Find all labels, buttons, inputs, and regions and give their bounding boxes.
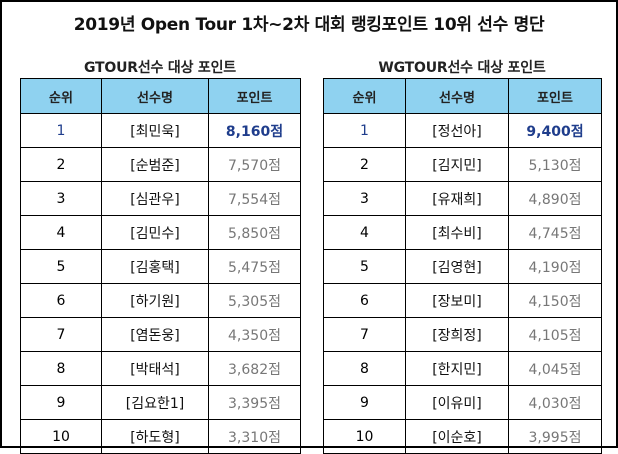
player-name-cell: [하도형] [101, 419, 209, 454]
table-row: 3 [유재희] 4,890점 [323, 181, 602, 216]
header-points: 포인트 [508, 78, 602, 114]
player-name-cell: [염돈웅] [101, 317, 209, 352]
player-name-cell: [이유미] [405, 385, 509, 420]
table-row: 10 [이순호] 3,995점 [323, 419, 602, 454]
table-row: 2 [김지민] 5,130점 [323, 147, 602, 182]
rank-cell: 5 [323, 249, 406, 284]
player-name-cell: [장보미] [405, 283, 509, 318]
points-cell: 7,554점 [208, 181, 301, 216]
points-cell: 8,160점 [208, 113, 301, 148]
rank-cell: 6 [323, 283, 406, 318]
player-name-cell: [최수비] [405, 215, 509, 250]
rank-cell: 9 [323, 385, 406, 420]
rank-cell: 10 [20, 419, 102, 454]
points-cell: 5,475점 [208, 249, 301, 284]
header-rank: 순위 [323, 78, 406, 114]
player-name-cell: [최민욱] [101, 113, 209, 148]
player-name-cell: [장희정] [405, 317, 509, 352]
wgtour-subtitle: WGTOUR선수 대상 포인트 [378, 60, 546, 76]
rank-cell: 10 [323, 419, 406, 454]
rank-cell: 7 [20, 317, 102, 352]
player-name-cell: [정선아] [405, 113, 509, 148]
player-name-cell: [한지민] [405, 351, 509, 386]
points-cell: 9,400점 [508, 113, 602, 148]
table-row: 7 [염돈웅] 4,350점 [20, 317, 301, 352]
wgtour-ranking-table: 순위 선수명 포인트 1 [정선아] 9,400점 2 [김지민] 5,130점 3 [유재희… [323, 78, 602, 454]
points-cell: 5,850점 [208, 215, 301, 250]
points-cell: 3,310점 [208, 419, 301, 454]
header-player-name: 선수명 [101, 78, 209, 114]
rank-cell: 4 [20, 215, 102, 250]
page-title: 2019년 Open Tour 1차~2차 대회 랭킹포인트 10위 선수 명단 [73, 15, 545, 35]
table-row: 9 [김요한1] 3,395점 [20, 385, 301, 420]
player-name-cell: [박태석] [101, 351, 209, 386]
points-cell: 3,682점 [208, 351, 301, 386]
points-cell: 3,395점 [208, 385, 301, 420]
player-name-cell: [하기원] [101, 283, 209, 318]
table-row: 6 [장보미] 4,150점 [323, 283, 602, 318]
table-row: 1 [정선아] 9,400점 [323, 113, 602, 148]
rank-cell: 3 [323, 181, 406, 216]
points-cell: 4,190점 [508, 249, 602, 284]
table-row: 4 [김민수] 5,850점 [20, 215, 301, 250]
rank-cell: 1 [323, 113, 406, 148]
player-name-cell: [김민수] [101, 215, 209, 250]
player-name-cell: [심관우] [101, 181, 209, 216]
player-name-cell: [순범준] [101, 147, 209, 182]
points-cell: 3,995점 [508, 419, 602, 454]
rank-cell: 6 [20, 283, 102, 318]
points-cell: 4,045점 [508, 351, 602, 386]
rank-cell: 5 [20, 249, 102, 284]
table-row: 8 [한지민] 4,045점 [323, 351, 602, 386]
points-cell: 7,570점 [208, 147, 301, 182]
rank-cell: 8 [20, 351, 102, 386]
player-name-cell: [김지민] [405, 147, 509, 182]
points-cell: 4,745점 [508, 215, 602, 250]
table-row: 3 [심관우] 7,554점 [20, 181, 301, 216]
points-cell: 4,150점 [508, 283, 602, 318]
player-name-cell: [김홍택] [101, 249, 209, 284]
rank-cell: 2 [323, 147, 406, 182]
header-player-name: 선수명 [405, 78, 509, 114]
points-cell: 4,030점 [508, 385, 602, 420]
table-row: 8 [박태석] 3,682점 [20, 351, 301, 386]
points-cell: 5,305점 [208, 283, 301, 318]
rank-cell: 4 [323, 215, 406, 250]
points-cell: 4,105점 [508, 317, 602, 352]
player-name-cell: [김영현] [405, 249, 509, 284]
points-cell: 4,890점 [508, 181, 602, 216]
table-row: 7 [장희정] 4,105점 [323, 317, 602, 352]
points-cell: 5,130점 [508, 147, 602, 182]
points-cell: 4,350점 [208, 317, 301, 352]
rank-cell: 8 [323, 351, 406, 386]
rank-cell: 3 [20, 181, 102, 216]
table-row: 1 [최민욱] 8,160점 [20, 113, 301, 148]
rank-cell: 7 [323, 317, 406, 352]
table-row: 4 [최수비] 4,745점 [323, 215, 602, 250]
player-name-cell: [김요한1] [101, 385, 209, 420]
table-row: 5 [김영현] 4,190점 [323, 249, 602, 284]
rank-cell: 2 [20, 147, 102, 182]
table-row: 9 [이유미] 4,030점 [323, 385, 602, 420]
table-row: 5 [김홍택] 5,475점 [20, 249, 301, 284]
gtour-ranking-table: 순위 선수명 포인트 1 [최민욱] 8,160점 2 [순범준] 7,570점 3 [심관우… [20, 78, 301, 454]
rank-cell: 9 [20, 385, 102, 420]
table-header-row: 순위 선수명 포인트 [20, 78, 301, 114]
player-name-cell: [유재희] [405, 181, 509, 216]
gtour-subtitle: GTOUR선수 대상 포인트 [84, 60, 236, 76]
table-row: 6 [하기원] 5,305점 [20, 283, 301, 318]
player-name-cell: [이순호] [405, 419, 509, 454]
header-rank: 순위 [20, 78, 102, 114]
rank-cell: 1 [20, 113, 102, 148]
table-row: 2 [순범준] 7,570점 [20, 147, 301, 182]
table-row: 10 [하도형] 3,310점 [20, 419, 301, 454]
header-points: 포인트 [208, 78, 301, 114]
table-header-row: 순위 선수명 포인트 [323, 78, 602, 114]
